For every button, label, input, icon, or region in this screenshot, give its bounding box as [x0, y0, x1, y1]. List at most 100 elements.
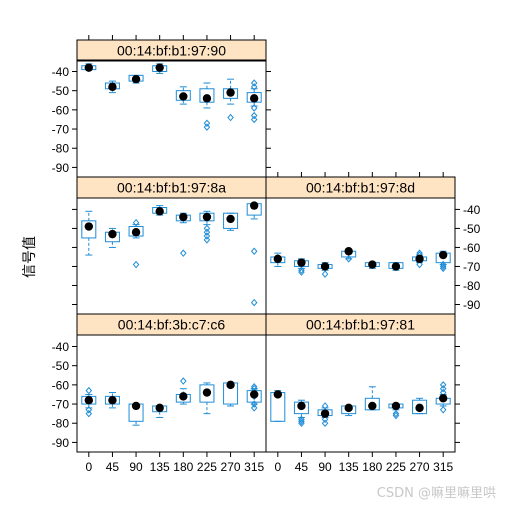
x-tick-label: 315 [244, 460, 264, 474]
median-dot [108, 396, 117, 405]
y-tick-label: -40 [52, 340, 70, 354]
box-180 [175, 212, 191, 257]
outlier-point [298, 417, 305, 426]
outlier-point [85, 406, 93, 414]
box-270 [412, 249, 428, 269]
y-tick-label: -50 [52, 359, 70, 373]
x-tick-label: 270 [410, 460, 430, 474]
y-tick-label: -90 [52, 161, 70, 175]
panel-title: 00:14:bf:b1:97:81 [306, 317, 415, 333]
y-tick-label: -80 [52, 142, 70, 156]
box-0 [81, 210, 97, 256]
median-dot [273, 254, 283, 264]
box-135 [152, 63, 168, 74]
y-axis: -40 -50 -60 -70 -80 -90 [455, 203, 481, 312]
median-dot [391, 262, 401, 271]
box-225 [199, 382, 215, 415]
y-tick-label: -40 [463, 203, 481, 217]
box-135 [152, 205, 168, 216]
median-dot [344, 247, 353, 256]
outlier-point [203, 236, 211, 244]
box-225 [388, 401, 404, 420]
outlier-point [203, 232, 211, 240]
median-dot [297, 401, 306, 411]
x-tick-label: 270 [221, 460, 241, 474]
outlier-point [250, 111, 258, 120]
median-dot [368, 401, 377, 411]
box-90 [317, 262, 333, 278]
outlier-point [298, 268, 305, 276]
outlier-point [250, 104, 258, 112]
x-tick-label: 135 [339, 460, 359, 474]
box-180 [175, 377, 191, 405]
box-45 [104, 227, 120, 248]
y-tick-label: -70 [52, 123, 70, 137]
outlier-point [132, 218, 140, 227]
box-180 [364, 386, 380, 411]
median-dot [131, 74, 141, 84]
x-tick-label: 90 [318, 460, 332, 474]
y-tick-label: -50 [52, 84, 70, 98]
median-dot [131, 228, 141, 237]
x-tick-label: 45 [106, 460, 120, 474]
y-axis: -40 -50 -60 -70 -80 -90 [52, 340, 77, 450]
outlier-point [321, 415, 329, 424]
panel-frame [265, 334, 456, 453]
box-225 [388, 262, 404, 271]
outlier-point [345, 255, 352, 263]
outlier-point [298, 266, 305, 275]
median-dot [131, 401, 141, 411]
box-315 [246, 383, 262, 412]
y-axis [72, 208, 77, 305]
outlier-point [321, 270, 329, 278]
median-dot [202, 212, 212, 222]
box-45 [104, 80, 120, 94]
median-dot [84, 222, 94, 231]
panel-strip [76, 39, 267, 62]
y-tick-label: -60 [52, 103, 70, 117]
median-dot [155, 63, 164, 72]
outlier-point [227, 113, 234, 122]
panel-title: 00:14:bf:b1:97:90 [117, 43, 226, 59]
box-iqr [81, 220, 97, 239]
median-dot [273, 390, 283, 399]
box-90 [128, 401, 144, 426]
x-tick-label: 225 [386, 460, 406, 474]
outlier-point [203, 224, 211, 233]
y-tick-label: -80 [463, 279, 481, 293]
median-dot [249, 94, 259, 103]
y-tick-label: -50 [463, 222, 481, 236]
x-axis: 0 45 90 135 180 225 270 315 [85, 452, 265, 474]
outlier-point [250, 247, 258, 256]
outlier-point [250, 115, 258, 124]
y-axis: -40 -50 -60 -70 -80 -90 [52, 65, 271, 175]
median-dot [155, 403, 164, 413]
panel-frame [76, 59, 267, 178]
median-dot [155, 207, 164, 216]
median-dot [297, 258, 306, 267]
outlier-point [392, 409, 400, 418]
box-0 [270, 252, 286, 267]
outlier-point [439, 262, 447, 271]
outlier-point [439, 384, 447, 393]
box-0 [81, 63, 97, 72]
outlier-point [298, 419, 305, 427]
x-tick-label: 135 [150, 460, 170, 474]
box-225 [199, 210, 215, 244]
y-tick-label: -60 [52, 378, 70, 392]
median-dot [226, 88, 235, 97]
box-0 [81, 386, 97, 418]
box-iqr [412, 399, 428, 415]
box-iqr [199, 384, 215, 403]
box-45 [293, 399, 309, 427]
box-135 [152, 403, 168, 418]
outlier-point [180, 249, 187, 257]
median-dot [202, 388, 212, 397]
outlier-point [250, 404, 258, 412]
box-135 [341, 247, 357, 263]
outlier-point [321, 402, 329, 410]
x-axis: 0 45 90 135 180 225 270 315 [274, 452, 454, 474]
outlier-point [203, 123, 211, 131]
box-315 [246, 201, 262, 307]
